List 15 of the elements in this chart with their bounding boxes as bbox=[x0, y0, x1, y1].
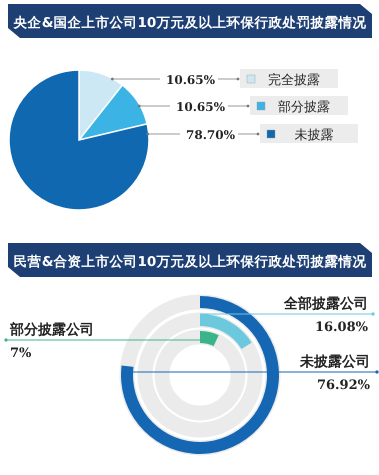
data-label: 76.92% bbox=[316, 378, 371, 393]
category-label: 未披露公司 bbox=[299, 354, 370, 370]
chart-title: 央企&国企上市公司10万元及以上环保行政处罚披露情况 bbox=[12, 14, 368, 31]
data-label: 7% bbox=[10, 346, 32, 361]
data-label: 78.70% bbox=[186, 128, 236, 142]
category-label: 部分披露公司 bbox=[9, 321, 94, 338]
data-label: 16.08% bbox=[314, 320, 369, 335]
legend-label: 未披露 bbox=[294, 128, 334, 143]
data-label: 10.65% bbox=[176, 100, 226, 114]
legend-label: 完全披露 bbox=[268, 72, 320, 88]
legend-label: 部分披露 bbox=[278, 100, 330, 115]
category-label: 全部披露公司 bbox=[283, 295, 368, 312]
pie-slice bbox=[8, 69, 150, 211]
data-label: 10.65% bbox=[166, 73, 216, 87]
text: 民营&合资上市公司10万元及以上环保行政处罚披露情况 bbox=[14, 253, 368, 270]
